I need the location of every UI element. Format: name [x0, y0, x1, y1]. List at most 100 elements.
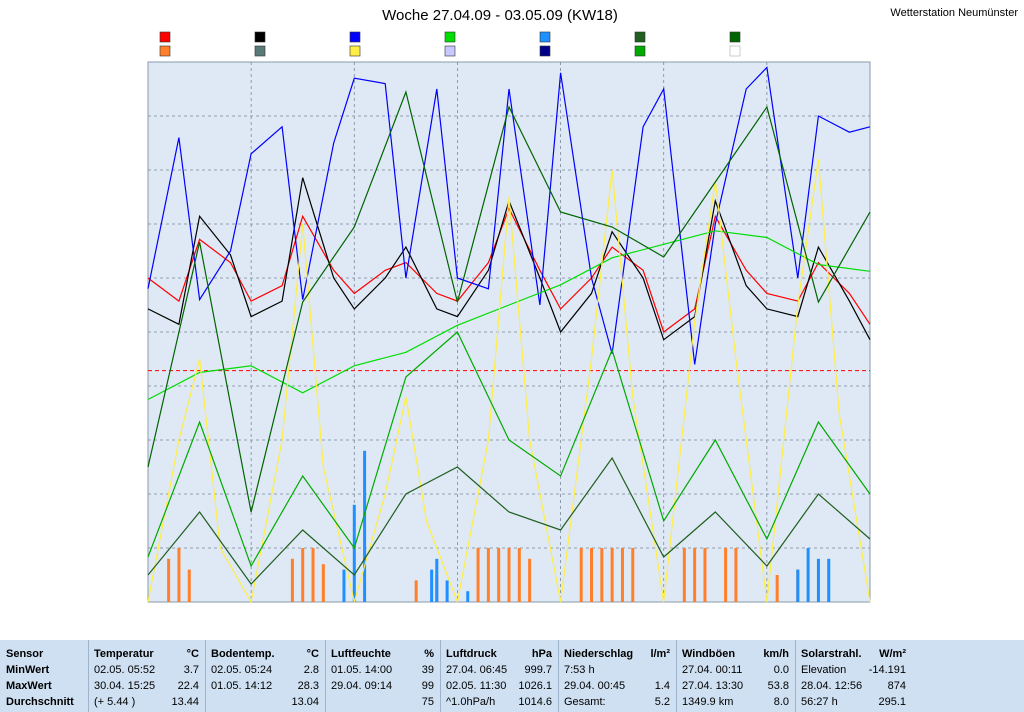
stats-header-title: Windböen [682, 648, 736, 660]
bar-sonnenschein [682, 548, 686, 602]
bar-sonnenschein [177, 548, 181, 602]
series-line-windrichtung [147, 89, 871, 513]
bar-niederschlag [342, 569, 346, 602]
stats-column: Niederschlag l/m² 7:53 h 29.04. 00:45 1.4 Ges… [564, 640, 670, 712]
stats-label: 01.05. 14:12 [211, 680, 273, 692]
stats-header: Niederschlag l/m² [564, 646, 670, 662]
stats-value: 75 [421, 696, 434, 708]
stats-column: Bodentemp. °C 02.05. 05:24 2.8 01.05. 14:12 2… [211, 640, 319, 712]
stats-value: 1026.1 [518, 680, 552, 692]
bar-sonnenschein [610, 548, 614, 602]
stats-label: 29.04. 00:45 [564, 680, 626, 692]
series-line-solarstrahl [147, 159, 871, 605]
bar-niederschlag [796, 569, 800, 602]
bar-sonnenschein [590, 548, 594, 602]
stats-header-title: Luftdruck [446, 648, 497, 660]
stats-separator [325, 640, 326, 712]
stats-row: 28.04. 12:56 874 [801, 678, 906, 694]
stats-value: 1014.6 [518, 696, 552, 708]
bar-sonnenschein [507, 548, 511, 602]
bar-sonnenschein [167, 558, 171, 602]
stats-label: 27.04. 13:30 [682, 680, 744, 692]
stats-label: 01.05. 14:00 [331, 664, 393, 676]
stats-row: 1349.9 km 8.0 [682, 694, 789, 710]
stats-label: Durchschnitt [6, 696, 74, 708]
bar-niederschlag [363, 450, 367, 602]
stats-row: 13.04 [211, 694, 319, 710]
stats-label: 29.04. 09:14 [331, 680, 393, 692]
legend-swatch [349, 31, 361, 43]
legend-swatch [254, 45, 266, 57]
legend-swatch [159, 31, 171, 43]
stats-row: 02.05. 05:52 3.7 [94, 662, 199, 678]
bar-niederschlag [435, 558, 439, 602]
stats-value: 5.2 [654, 696, 670, 708]
stats-label: Elevation [801, 664, 847, 676]
stats-header-title: Bodentemp. [211, 648, 275, 660]
stats-row: Durchschnitt [6, 694, 82, 710]
stats-label: Gesamt: [564, 696, 606, 708]
weather-chart: Woche 27.04.09 - 03.05.09 (KW18) Wetters… [147, 7, 1018, 605]
series-line-temperatur [147, 207, 871, 333]
stats-column: Sensor MinWert MaxWert Durchschnitt [6, 640, 82, 712]
bar-niederschlag [352, 504, 356, 602]
series-line-windben [147, 331, 871, 568]
statistics-table: Sensor MinWert MaxWert Durchschnitt Temperat… [0, 640, 1024, 712]
stats-column: Temperatur °C 02.05. 05:52 3.7 30.04. 15:25 2… [94, 640, 199, 712]
legend-swatch [539, 31, 551, 43]
stats-row: 01.05. 14:12 28.3 [211, 678, 319, 694]
stats-label: 28.04. 12:56 [801, 680, 863, 692]
stats-label: 27.04. 00:11 [682, 664, 743, 676]
stats-value: 99 [421, 680, 434, 692]
bar-sonnenschein [734, 548, 738, 602]
stats-label: (+ 5.44 ) [94, 696, 136, 708]
bar-sonnenschein [724, 548, 728, 602]
stats-header-title: Luftfeuchte [331, 648, 391, 660]
stats-value: 295.1 [878, 696, 906, 708]
stats-label: ^1.0hPa/h [446, 696, 496, 708]
stats-header-title: Niederschlag [564, 648, 634, 660]
bar-sonnenschein [620, 548, 624, 602]
bar-sonnenschein [486, 548, 490, 602]
bar-sonnenschein [703, 548, 707, 602]
bar-sonnenschein [517, 548, 521, 602]
stats-separator [676, 640, 677, 712]
stats-row: ^1.0hPa/h 1014.6 [446, 694, 552, 710]
stats-label: 27.04. 06:45 [446, 664, 508, 676]
stats-label: 02.05. 05:52 [94, 664, 156, 676]
stats-value: 39 [421, 664, 434, 676]
stats-row: 27.04. 06:45 999.7 [446, 662, 552, 678]
stats-value: 13.44 [171, 696, 199, 708]
stats-header: Luftfeuchte% [331, 646, 434, 662]
bar-sonnenschein [528, 558, 532, 602]
chart-title: Woche 27.04.09 - 03.05.09 (KW18) [382, 7, 618, 24]
legend-swatch [159, 45, 171, 57]
bar-niederschlag [445, 580, 449, 602]
stats-row: 02.05. 11:30 1026.1 [446, 678, 552, 694]
stats-row: (+ 5.44 ) 13.44 [94, 694, 199, 710]
stats-separator [88, 640, 89, 712]
stats-value: 8.0 [773, 696, 789, 708]
series-line-luftfeuchte [147, 66, 871, 365]
stats-row: MaxWert [6, 678, 82, 694]
stats-row: 29.04. 00:45 1.4 [564, 678, 670, 694]
stats-label: 7:53 h [564, 664, 595, 676]
stats-value: 874 [887, 680, 906, 692]
stats-label: MinWert [6, 664, 50, 676]
stats-column: Solarstrahl. W/m² Elevation -14.191 28.04. 1… [801, 640, 906, 712]
stats-value: 13.04 [291, 696, 319, 708]
stats-row: 27.04. 13:30 53.8 [682, 678, 789, 694]
stats-value: -14.191 [868, 664, 906, 676]
stats-header: Solarstrahl. W/m² [801, 646, 906, 662]
stats-label: 02.05. 11:30 [446, 680, 507, 692]
stats-header-unit: hPa [531, 648, 552, 660]
stats-header-unit: W/m² [879, 648, 906, 660]
legend-swatch [634, 31, 646, 43]
stats-row: 30.04. 15:25 22.4 [94, 678, 199, 694]
stats-row: 02.05. 05:24 2.8 [211, 662, 319, 678]
stats-header-title: Temperatur [94, 648, 154, 660]
series-line-windgeschw [147, 456, 871, 585]
bar-sonnenschein [579, 548, 583, 602]
stats-value: 2.8 [303, 664, 319, 676]
legend-swatch [254, 31, 266, 43]
